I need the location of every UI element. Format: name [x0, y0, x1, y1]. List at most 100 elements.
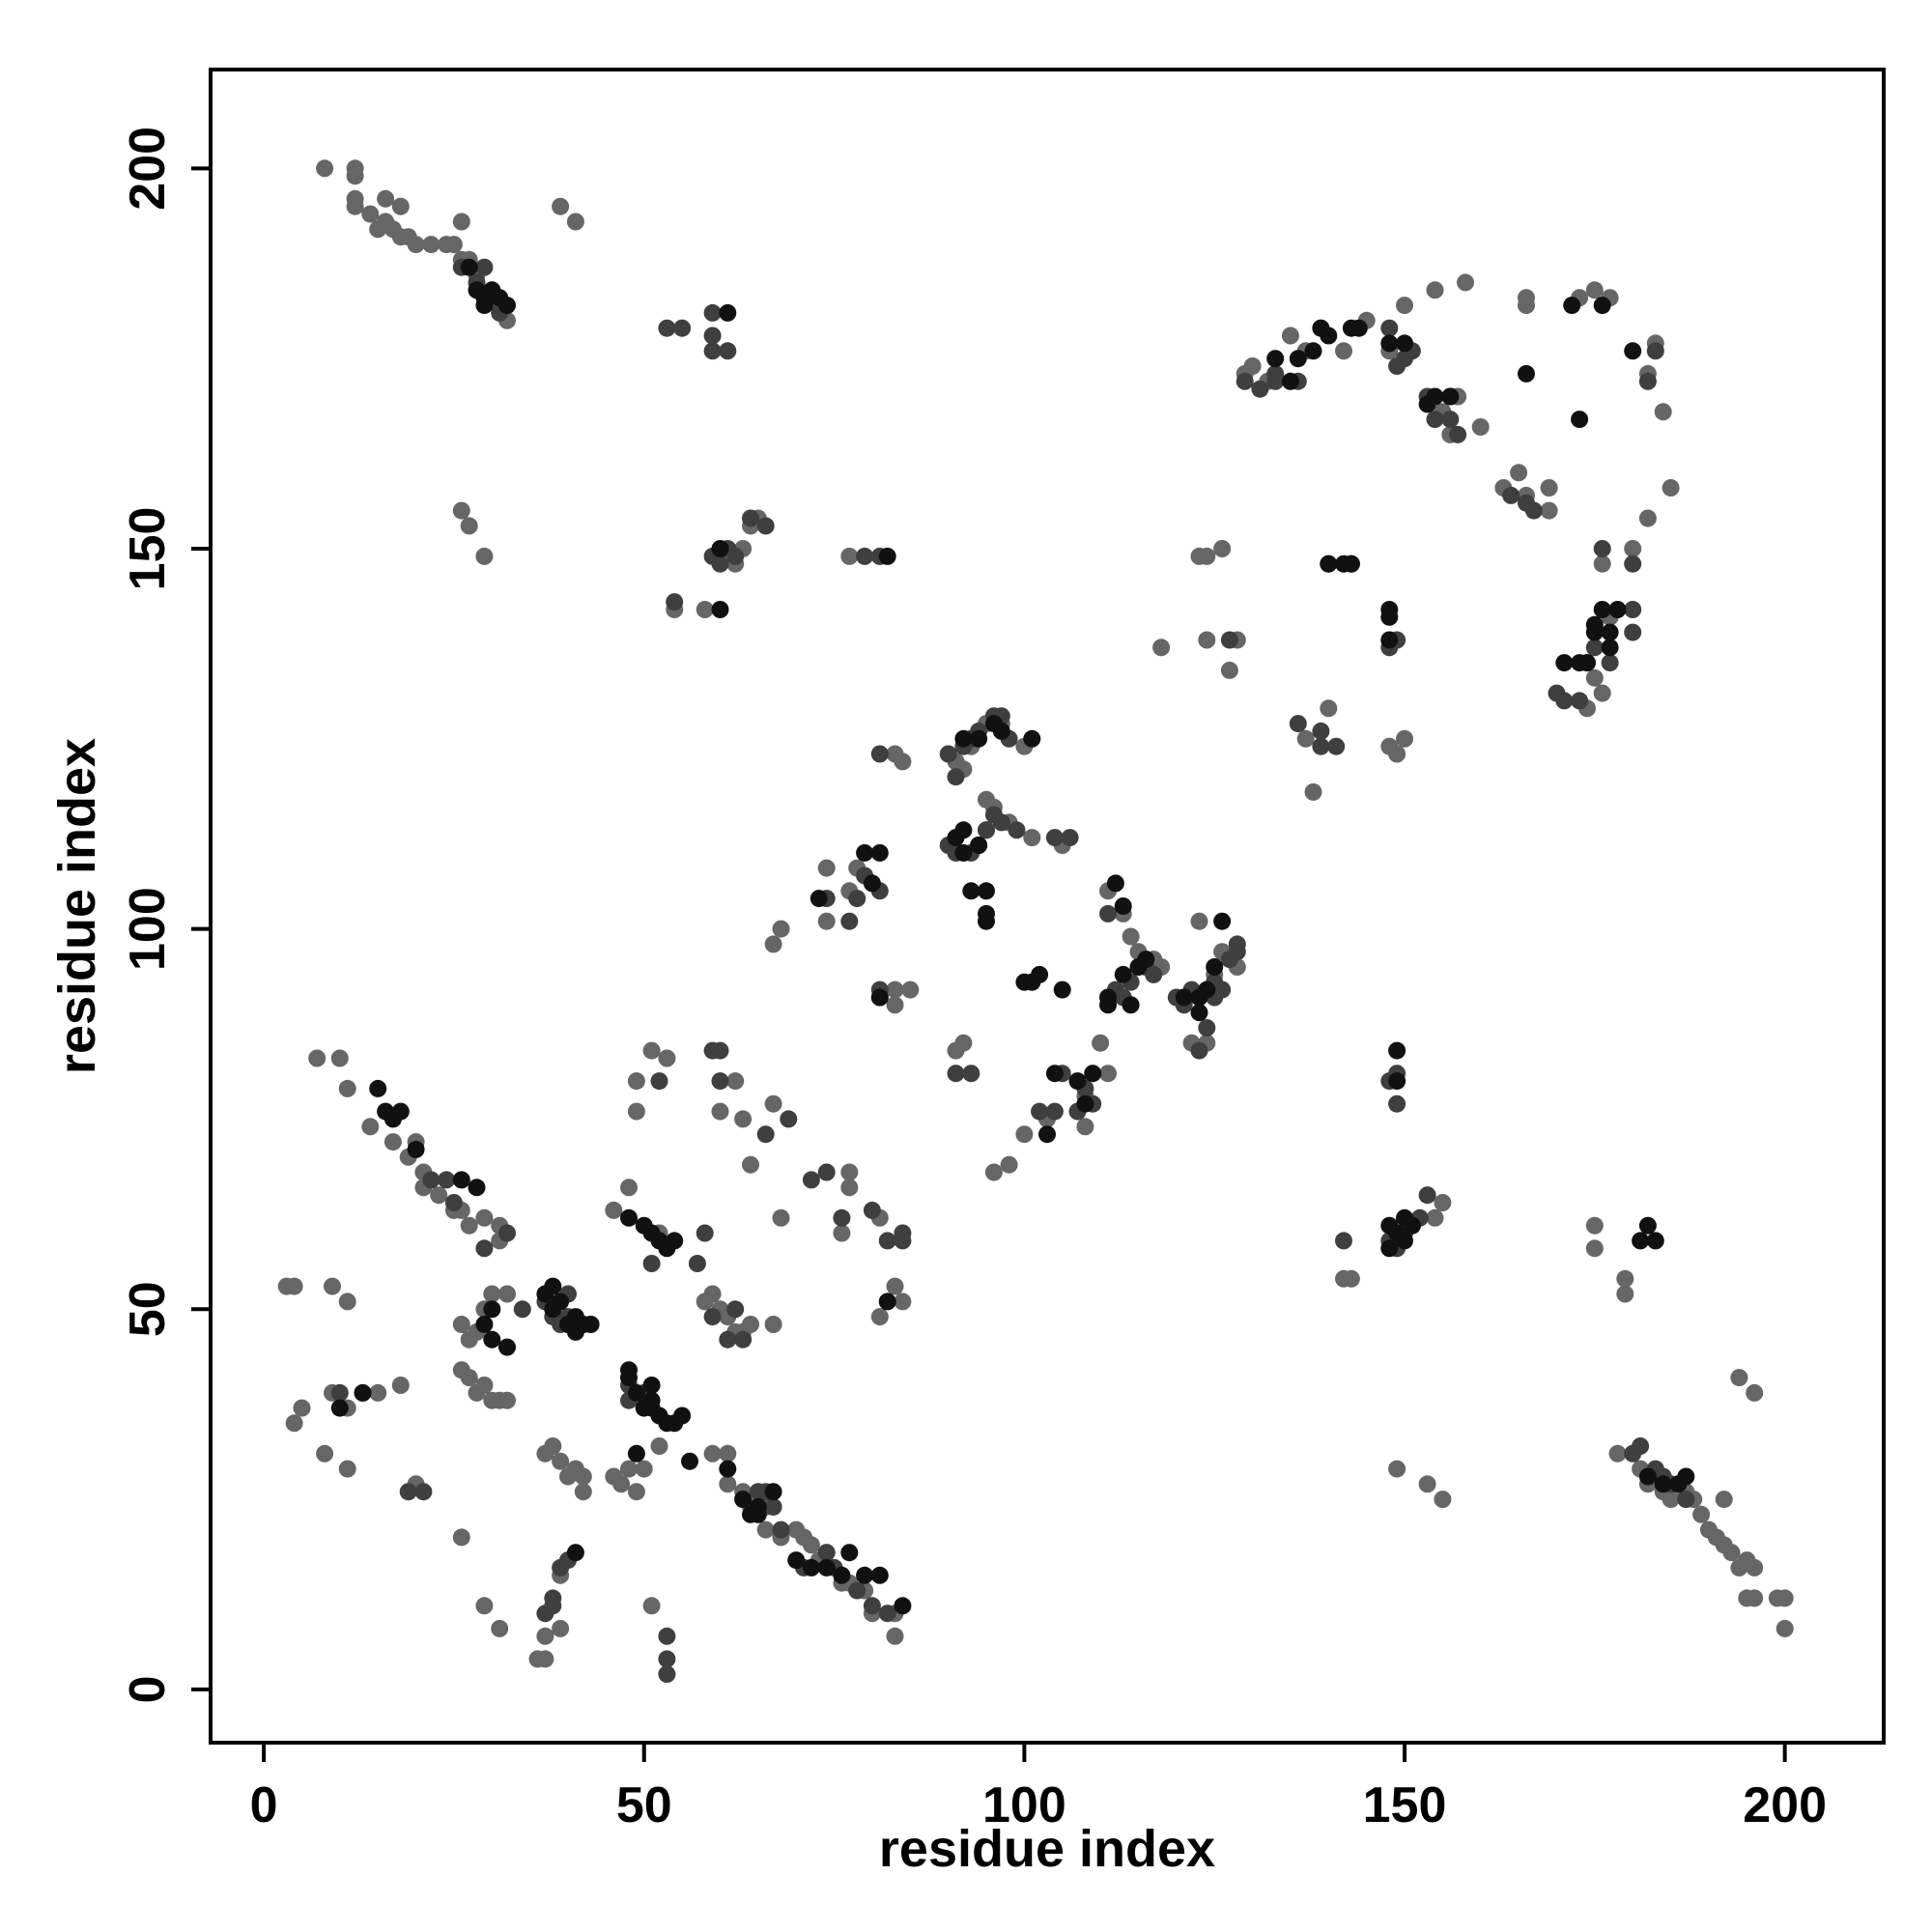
data-point: [475, 1316, 494, 1333]
y-tick-label: 50: [120, 1281, 176, 1337]
data-point: [1624, 342, 1642, 360]
data-point: [711, 1072, 729, 1091]
data-point: [1638, 372, 1657, 390]
data-point: [491, 1619, 509, 1637]
data-point: [574, 1467, 592, 1486]
data-point: [711, 601, 729, 618]
data-point: [1380, 334, 1399, 353]
data-point: [475, 258, 494, 276]
data-point: [1585, 623, 1604, 641]
data-point: [1677, 1467, 1695, 1486]
data-point: [354, 1383, 372, 1402]
data-point: [1616, 1269, 1634, 1288]
y-axis-title: residue index: [48, 738, 106, 1074]
data-point: [1662, 479, 1680, 497]
data-point: [612, 1475, 631, 1493]
data-point: [285, 1414, 303, 1433]
data-point: [1106, 874, 1124, 893]
data-point: [1730, 1369, 1748, 1387]
data-point: [1540, 479, 1558, 497]
y-tick-label: 0: [120, 1675, 176, 1703]
data-point: [764, 935, 782, 953]
data-point: [414, 1483, 433, 1501]
data-point: [1662, 1491, 1680, 1509]
data-point: [1502, 486, 1520, 504]
data-point: [1524, 501, 1543, 520]
data-point: [1190, 912, 1208, 930]
data-point: [658, 319, 676, 337]
data-point: [369, 220, 387, 239]
data-point: [1555, 692, 1574, 710]
data-point: [1396, 729, 1413, 748]
data-point: [719, 1330, 737, 1349]
data-point: [1616, 1285, 1634, 1303]
data-point: [1396, 334, 1413, 353]
data-point: [840, 1544, 859, 1562]
data-point: [369, 1079, 387, 1097]
data-point: [460, 1369, 478, 1387]
data-point: [1426, 281, 1444, 299]
x-tick-label: 100: [982, 1777, 1066, 1833]
data-point: [1585, 1216, 1604, 1235]
data-point: [734, 1110, 753, 1128]
data-point: [627, 1072, 645, 1091]
data-point: [681, 1452, 698, 1470]
data-point: [384, 1110, 402, 1128]
data-point: [391, 1377, 410, 1394]
data-point: [992, 813, 1010, 832]
data-point: [1068, 1072, 1087, 1091]
data-point: [726, 547, 745, 565]
data-point: [483, 1285, 501, 1303]
data-point: [483, 1330, 501, 1349]
data-point: [833, 1224, 851, 1242]
data-point: [817, 1163, 836, 1181]
data-point: [308, 1049, 327, 1067]
data-point: [719, 342, 737, 360]
data-point: [1380, 608, 1399, 626]
data-point: [338, 1460, 356, 1478]
data-point: [1220, 631, 1238, 649]
data-point: [330, 1383, 349, 1402]
data-point: [1540, 501, 1558, 520]
data-point: [1638, 509, 1657, 527]
data-point: [1654, 403, 1672, 421]
data-point: [658, 1049, 676, 1067]
data-point: [544, 1277, 562, 1295]
data-point: [947, 1065, 965, 1083]
data-point: [1038, 1125, 1056, 1144]
data-point: [498, 1224, 516, 1242]
data-point: [878, 547, 896, 565]
data-point: [627, 1483, 645, 1501]
data-point: [696, 1224, 714, 1242]
data-point: [513, 1300, 531, 1319]
data-point: [552, 1452, 570, 1470]
data-point: [1388, 1460, 1406, 1478]
data-point: [1228, 943, 1246, 961]
data-point: [399, 1483, 417, 1501]
data-point: [870, 988, 889, 1007]
data-point: [1434, 1491, 1452, 1509]
y-tick-label: 200: [120, 127, 176, 211]
data-point: [1632, 1437, 1650, 1455]
data-point: [498, 297, 516, 315]
data-point: [658, 1650, 676, 1668]
data-point: [856, 547, 874, 565]
data-point: [1776, 1619, 1794, 1637]
data-point: [1114, 965, 1132, 983]
x-axis-title: residue index: [879, 1820, 1215, 1878]
data-point: [330, 1399, 349, 1417]
data-point: [1099, 1065, 1117, 1083]
data-point: [658, 1665, 676, 1684]
data-point: [475, 547, 494, 565]
data-point: [460, 517, 478, 535]
data-point: [642, 1255, 661, 1272]
data-point: [1434, 1194, 1452, 1211]
data-point: [840, 1179, 859, 1197]
x-tick-label: 200: [1743, 1777, 1827, 1833]
data-point: [734, 1330, 753, 1349]
data-point: [1099, 904, 1117, 923]
data-point: [742, 1155, 759, 1174]
data-point: [764, 1316, 782, 1333]
data-point: [498, 1338, 516, 1356]
data-point: [1213, 540, 1232, 557]
